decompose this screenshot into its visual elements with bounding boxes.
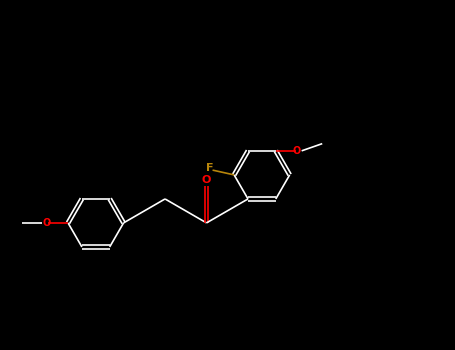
Text: O: O: [293, 146, 301, 156]
Text: F: F: [207, 163, 214, 173]
Text: O: O: [43, 218, 51, 228]
Text: O: O: [202, 175, 211, 185]
